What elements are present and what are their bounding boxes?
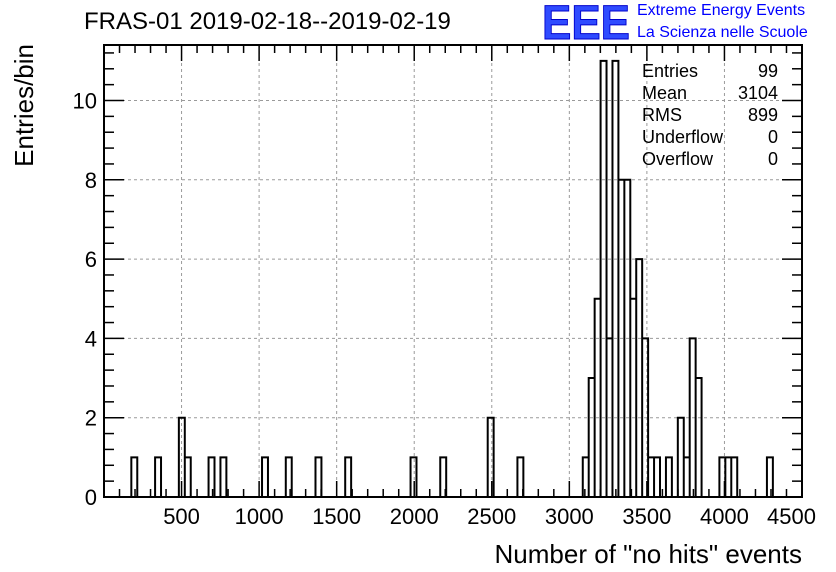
histogram-bin xyxy=(636,259,642,497)
stats-value: 3104 xyxy=(738,83,778,103)
eee-logo-text: EEE xyxy=(542,2,630,42)
histogram-bin xyxy=(220,457,226,497)
histogram-bin xyxy=(155,457,161,497)
grid-layer xyxy=(104,45,802,497)
histogram-bin xyxy=(767,457,773,497)
histogram-bin xyxy=(315,457,321,497)
histogram-bin xyxy=(719,457,725,497)
stats-label: Overflow xyxy=(642,149,714,169)
histogram-bin xyxy=(488,418,494,497)
histogram-bin xyxy=(601,61,607,497)
y-tick-label: 6 xyxy=(85,247,97,272)
histogram-bin xyxy=(696,378,702,497)
x-tick-label: 1000 xyxy=(235,504,284,529)
histogram-bin xyxy=(345,457,351,497)
y-tick-label: 0 xyxy=(85,485,97,510)
histogram-bin xyxy=(642,338,648,497)
x-tick-label: 500 xyxy=(163,504,200,529)
y-tick-label: 10 xyxy=(73,89,97,114)
histogram-bin xyxy=(595,299,601,497)
histogram-bin xyxy=(517,457,523,497)
histogram-step-line xyxy=(104,59,802,498)
histogram-title: FRAS-01 2019-02-18--2019-02-19 xyxy=(84,8,451,35)
axis-ticks xyxy=(104,45,802,497)
x-tick-label: 4000 xyxy=(700,504,749,529)
x-tick-label: 2500 xyxy=(467,504,516,529)
histogram-bin xyxy=(630,299,636,497)
y-tick-labels: 0 2 4 6 8 10 xyxy=(73,89,97,510)
x-tick-label: 4500 xyxy=(767,504,816,529)
stats-label: Mean xyxy=(642,83,687,103)
histogram-bin xyxy=(179,418,185,497)
eee-logo: EEE xyxy=(542,2,631,42)
histogram-bin xyxy=(624,180,630,497)
x-tick-label: 3000 xyxy=(545,504,594,529)
histogram-bin xyxy=(440,457,446,497)
y-axis-label: Entries/bin xyxy=(9,44,39,167)
histogram-bin xyxy=(131,457,137,497)
stats-value: 0 xyxy=(768,127,778,147)
y-tick-label: 4 xyxy=(85,326,97,351)
y-tick-label: 2 xyxy=(85,406,97,431)
tagline-line2: La Scienza nelle Scuole xyxy=(637,24,808,41)
histogram-bin xyxy=(725,457,731,497)
y-tick-label: 8 xyxy=(85,168,97,193)
tagline-line1: Extreme Energy Events xyxy=(637,2,806,19)
histogram-bin xyxy=(654,457,660,497)
histogram-bin xyxy=(731,457,737,497)
plot-frame xyxy=(103,44,803,498)
stats-value: 899 xyxy=(748,105,778,125)
histogram-bin xyxy=(684,457,690,497)
histogram-bin xyxy=(583,457,589,497)
histogram-bin xyxy=(666,457,672,497)
x-axis-label: Number of "no hits" events xyxy=(495,539,803,569)
histogram-bin xyxy=(612,61,618,497)
histogram-bin xyxy=(286,457,292,497)
histogram-bin xyxy=(262,457,268,497)
stats-label: RMS xyxy=(642,105,682,125)
histogram-bin xyxy=(209,457,215,497)
x-tick-label: 3500 xyxy=(622,504,671,529)
stats-value: 0 xyxy=(768,149,778,169)
stats-value: 99 xyxy=(758,61,778,81)
histogram-bin xyxy=(678,418,684,497)
stats-label: Entries xyxy=(642,61,698,81)
histogram-bin xyxy=(411,457,417,497)
stats-box: Entries 99 Mean 3104 RMS 899 Underflow 0 Overflo… xyxy=(642,61,778,169)
histogram-bin xyxy=(607,338,613,497)
histogram-bin xyxy=(618,180,624,497)
x-tick-label: 1500 xyxy=(312,504,361,529)
histogram-bin xyxy=(690,338,696,497)
histogram-bin xyxy=(648,457,654,497)
x-tick-labels: 500 1000 1500 2000 2500 3000 3500 4000 4500 xyxy=(163,504,816,529)
histogram-bin xyxy=(589,378,595,497)
stats-label: Underflow xyxy=(642,127,724,147)
x-tick-label: 2000 xyxy=(390,504,439,529)
histogram-bin xyxy=(185,457,191,497)
